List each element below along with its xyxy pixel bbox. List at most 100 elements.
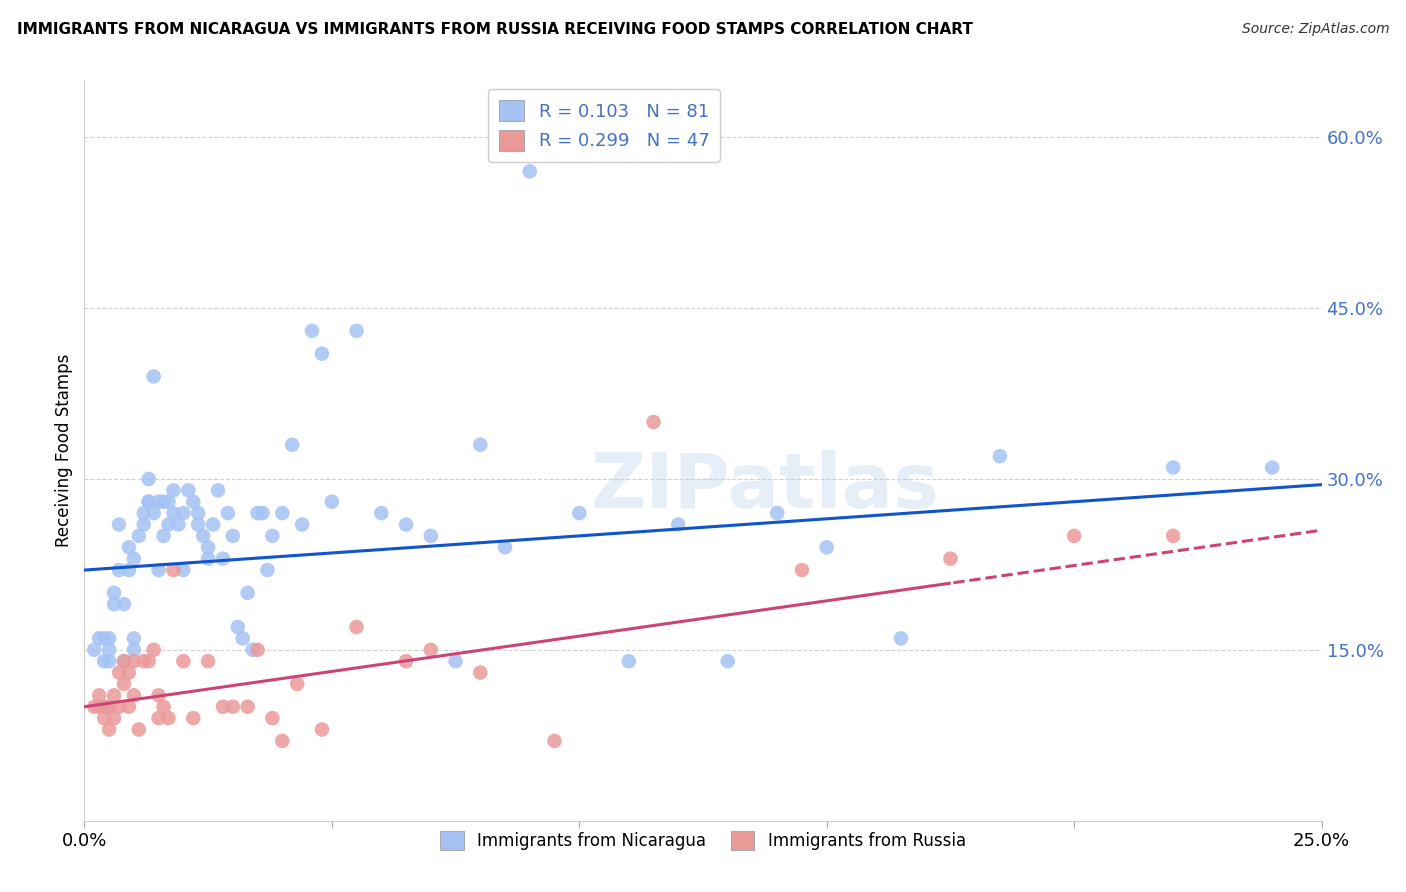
Point — [236, 586, 259, 600]
Point — [281, 438, 304, 452]
Point — [643, 415, 665, 429]
Point — [470, 665, 492, 680]
Point — [152, 699, 174, 714]
Point — [939, 551, 962, 566]
Point — [1161, 460, 1184, 475]
Point — [346, 620, 368, 634]
Point — [717, 654, 740, 668]
Point — [118, 699, 141, 714]
Point — [568, 506, 591, 520]
Point — [103, 689, 125, 703]
Point — [346, 324, 368, 338]
Point — [617, 654, 640, 668]
Point — [128, 529, 150, 543]
Point — [444, 654, 467, 668]
Point — [138, 494, 160, 508]
Point — [395, 654, 418, 668]
Point — [128, 723, 150, 737]
Point — [1261, 460, 1284, 475]
Point — [321, 494, 343, 508]
Point — [988, 449, 1011, 463]
Point — [152, 529, 174, 543]
Point — [197, 551, 219, 566]
Point — [311, 346, 333, 360]
Point — [93, 632, 115, 646]
Point — [202, 517, 225, 532]
Point — [132, 654, 155, 668]
Text: Source: ZipAtlas.com: Source: ZipAtlas.com — [1241, 22, 1389, 37]
Point — [108, 665, 131, 680]
Point — [93, 699, 115, 714]
Point — [89, 689, 111, 703]
Point — [262, 711, 284, 725]
Point — [162, 506, 184, 520]
Point — [138, 494, 160, 508]
Point — [890, 632, 912, 646]
Point — [167, 517, 190, 532]
Point — [222, 529, 245, 543]
Point — [246, 506, 269, 520]
Point — [118, 541, 141, 555]
Point — [172, 506, 194, 520]
Point — [98, 632, 121, 646]
Point — [157, 711, 180, 725]
Point — [181, 494, 204, 508]
Text: IMMIGRANTS FROM NICARAGUA VS IMMIGRANTS FROM RUSSIA RECEIVING FOOD STAMPS CORREL: IMMIGRANTS FROM NICARAGUA VS IMMIGRANTS … — [17, 22, 973, 37]
Point — [470, 438, 492, 452]
Text: ZIPatlas: ZIPatlas — [591, 450, 939, 524]
Point — [132, 506, 155, 520]
Point — [142, 369, 165, 384]
Point — [197, 654, 219, 668]
Point — [98, 699, 121, 714]
Point — [187, 506, 209, 520]
Point — [271, 734, 294, 748]
Point — [172, 563, 194, 577]
Point — [108, 699, 131, 714]
Point — [162, 483, 184, 498]
Point — [815, 541, 838, 555]
Point — [148, 711, 170, 725]
Point — [122, 654, 145, 668]
Point — [236, 699, 259, 714]
Point — [252, 506, 274, 520]
Point — [301, 324, 323, 338]
Point — [181, 711, 204, 725]
Point — [108, 517, 131, 532]
Point — [187, 517, 209, 532]
Point — [242, 642, 264, 657]
Point — [271, 506, 294, 520]
Point — [1063, 529, 1085, 543]
Point — [98, 642, 121, 657]
Point — [157, 494, 180, 508]
Point — [108, 563, 131, 577]
Point — [232, 632, 254, 646]
Point — [395, 517, 418, 532]
Point — [103, 586, 125, 600]
Point — [103, 597, 125, 611]
Point — [148, 494, 170, 508]
Point — [212, 551, 235, 566]
Point — [122, 689, 145, 703]
Point — [138, 654, 160, 668]
Point — [207, 483, 229, 498]
Point — [89, 632, 111, 646]
Legend: Immigrants from Nicaragua, Immigrants from Russia: Immigrants from Nicaragua, Immigrants fr… — [433, 824, 973, 856]
Point — [1161, 529, 1184, 543]
Point — [118, 563, 141, 577]
Point — [790, 563, 813, 577]
Point — [191, 529, 214, 543]
Point — [419, 529, 441, 543]
Point — [519, 164, 541, 178]
Point — [98, 723, 121, 737]
Point — [177, 483, 200, 498]
Point — [112, 677, 135, 691]
Point — [148, 563, 170, 577]
Point — [285, 677, 308, 691]
Point — [112, 654, 135, 668]
Point — [212, 699, 235, 714]
Point — [122, 642, 145, 657]
Point — [543, 734, 565, 748]
Point — [419, 642, 441, 657]
Point — [93, 654, 115, 668]
Point — [222, 699, 245, 714]
